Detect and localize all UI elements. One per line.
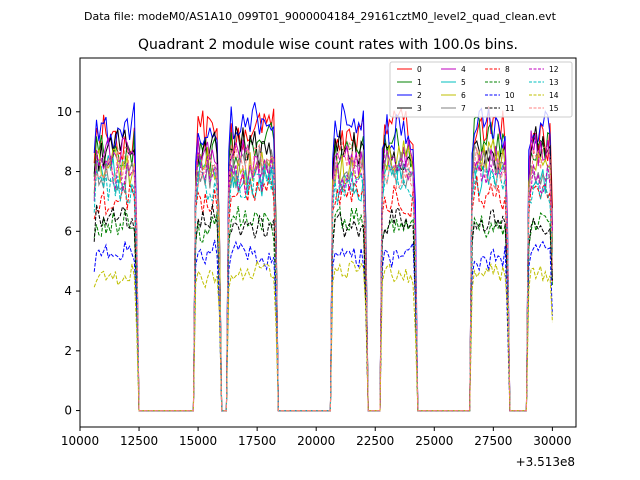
x-tick-label: 12500 <box>120 434 158 448</box>
x-tick-label: 30000 <box>533 434 571 448</box>
y-axis: 0 2 4 6 8 10 <box>57 105 80 418</box>
y-tick-label: 0 <box>64 404 72 418</box>
legend-label-2: 2 <box>417 91 422 100</box>
legend-label-4: 4 <box>461 65 466 74</box>
data-file-header: Data file: modeM0/AS1A10_099T01_90000041… <box>84 10 557 23</box>
legend-label-9: 9 <box>505 78 510 87</box>
axes-frame <box>79 57 577 428</box>
x-tick-label: 20000 <box>297 434 335 448</box>
x-tick-label: 17500 <box>238 434 276 448</box>
x-tick-label: 10000 <box>61 434 99 448</box>
x-tick-label: 22500 <box>356 434 394 448</box>
legend-label-3: 3 <box>417 104 422 113</box>
y-tick-label: 8 <box>64 165 72 179</box>
legend-box <box>389 61 573 118</box>
legend-label-1: 1 <box>417 78 422 87</box>
x-axis: 10000 12500 15000 17500 20000 22500 25000 27500… <box>61 427 571 448</box>
x-tick-label: 25000 <box>415 434 453 448</box>
x-tick-label: 15000 <box>179 434 217 448</box>
legend-label-11: 11 <box>505 104 515 113</box>
legend-label-15: 15 <box>549 104 559 113</box>
legend-label-6: 6 <box>461 91 466 100</box>
y-tick-label: 10 <box>57 105 72 119</box>
x-tick-label: 27500 <box>474 434 512 448</box>
series-line-15 <box>93 140 553 412</box>
legend-label-0: 0 <box>417 65 422 74</box>
series-layer <box>93 102 553 412</box>
y-tick-label: 6 <box>64 224 72 238</box>
legend-label-12: 12 <box>549 65 559 74</box>
x-offset-label: +3.513e8 <box>516 455 575 469</box>
legend-label-10: 10 <box>505 91 515 100</box>
legend-label-7: 7 <box>461 104 466 113</box>
series-line-8 <box>93 173 553 412</box>
legend-label-13: 13 <box>549 78 559 87</box>
legend-label-8: 8 <box>505 65 510 74</box>
y-tick-label: 4 <box>64 284 72 298</box>
legend-label-14: 14 <box>549 91 559 100</box>
legend-label-5: 5 <box>461 78 466 87</box>
chart-title: Quadrant 2 module wise count rates with … <box>138 37 518 53</box>
y-tick-label: 2 <box>64 344 72 358</box>
